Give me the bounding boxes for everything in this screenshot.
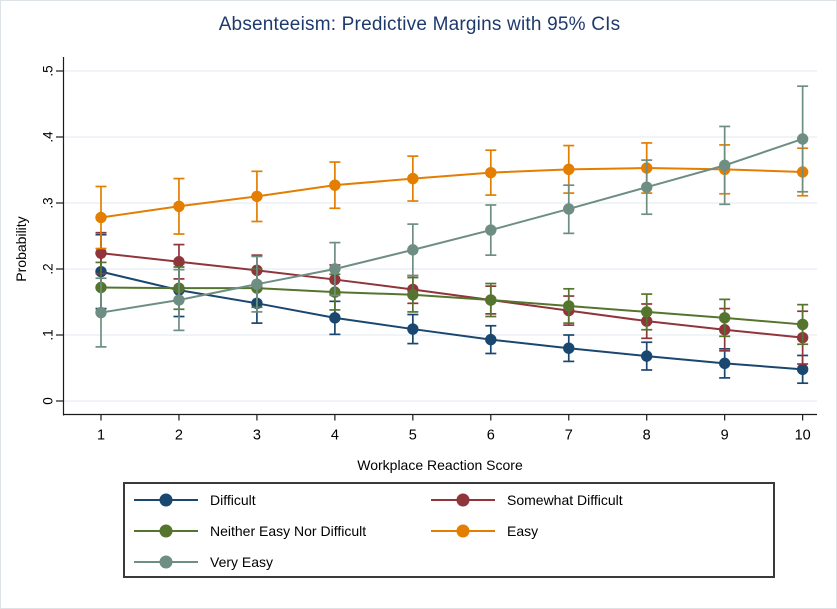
data-point [407, 323, 419, 335]
x-tick-label: 9 [721, 428, 729, 444]
data-point [95, 306, 107, 319]
data-point [173, 256, 185, 268]
series-line [100, 252, 803, 339]
x-tick-label: 10 [795, 428, 811, 444]
series-line [100, 167, 803, 219]
y-tick-label: .5 [41, 65, 56, 76]
data-point [485, 224, 497, 236]
data-point [485, 333, 497, 346]
legend-label-difficult: Difficult [210, 492, 256, 508]
legend-entry-difficult: Difficult [133, 485, 256, 515]
data-point [485, 166, 497, 179]
series-line [100, 138, 803, 314]
data-point [641, 350, 653, 362]
data-point [407, 172, 419, 185]
legend-marker-neither [134, 524, 198, 538]
series-neither-easy-nor-difficult [95, 261, 809, 346]
series-easy [95, 142, 809, 250]
data-point [796, 133, 809, 145]
data-point [173, 200, 185, 212]
data-point [329, 312, 341, 324]
data-point [251, 278, 263, 290]
legend-label-somewhat-difficult: Somewhat Difficult [507, 492, 623, 508]
x-tick-label: 5 [409, 428, 417, 444]
data-point [796, 363, 809, 376]
data-point [173, 294, 185, 306]
x-tick-label: 2 [175, 428, 183, 444]
y-axis-label: Probability [13, 216, 29, 282]
y-tick-label: .2 [41, 263, 56, 274]
y-tick-label: .1 [41, 329, 56, 340]
series-line [100, 286, 803, 326]
legend-entry-neither-easy-nor-difficult: Neither Easy Nor Difficult [133, 516, 366, 546]
data-point [563, 300, 575, 312]
series-line [100, 270, 803, 371]
legend-label-easy: Easy [507, 523, 539, 539]
data-point [563, 203, 575, 215]
series-very-easy [95, 85, 809, 348]
legend-entry-easy: Easy [430, 516, 538, 546]
x-tick-label: 7 [565, 428, 573, 444]
y-tick-label: .4 [41, 131, 56, 143]
legend-marker-somewhat-difficult [431, 493, 495, 507]
data-point [718, 312, 731, 324]
x-tick-label: 6 [487, 428, 495, 444]
legend-label-neither: Neither Easy Nor Difficult [210, 523, 367, 539]
legend-label-very-easy: Very Easy [210, 554, 274, 570]
data-point [407, 289, 419, 301]
x-tick-label: 3 [253, 428, 261, 444]
data-point [95, 247, 107, 259]
y-tick-label: 0 [41, 397, 56, 405]
data-point [329, 263, 341, 275]
legend-marker-easy [431, 524, 495, 538]
data-point [485, 294, 497, 306]
chart-title: Absenteeism: Predictive Margins with 95%… [218, 14, 621, 35]
data-point [718, 357, 731, 370]
data-point [563, 342, 575, 354]
x-tick-label: 4 [331, 428, 339, 444]
data-point [563, 163, 575, 176]
x-tick-label: 1 [97, 428, 105, 444]
x-tick-label: 8 [643, 428, 651, 444]
data-point [95, 211, 107, 224]
y-tick-label: .3 [41, 197, 56, 208]
legend-marker-difficult [134, 493, 198, 507]
data-point [329, 179, 341, 191]
data-point [251, 190, 263, 203]
legend-entry-very-easy: Very Easy [133, 547, 273, 577]
data-point [796, 318, 809, 331]
x-axis-label: Workplace Reaction Score [357, 457, 523, 473]
legend-entry-somewhat-difficult: Somewhat Difficult [430, 485, 623, 515]
legend: Difficult Somewhat Difficult Neither Eas… [123, 482, 775, 578]
data-point [407, 244, 419, 256]
legend-marker-very-easy [134, 555, 198, 569]
series-difficult [95, 233, 809, 385]
data-point [718, 159, 731, 172]
data-point [641, 181, 653, 193]
data-point [641, 306, 653, 318]
